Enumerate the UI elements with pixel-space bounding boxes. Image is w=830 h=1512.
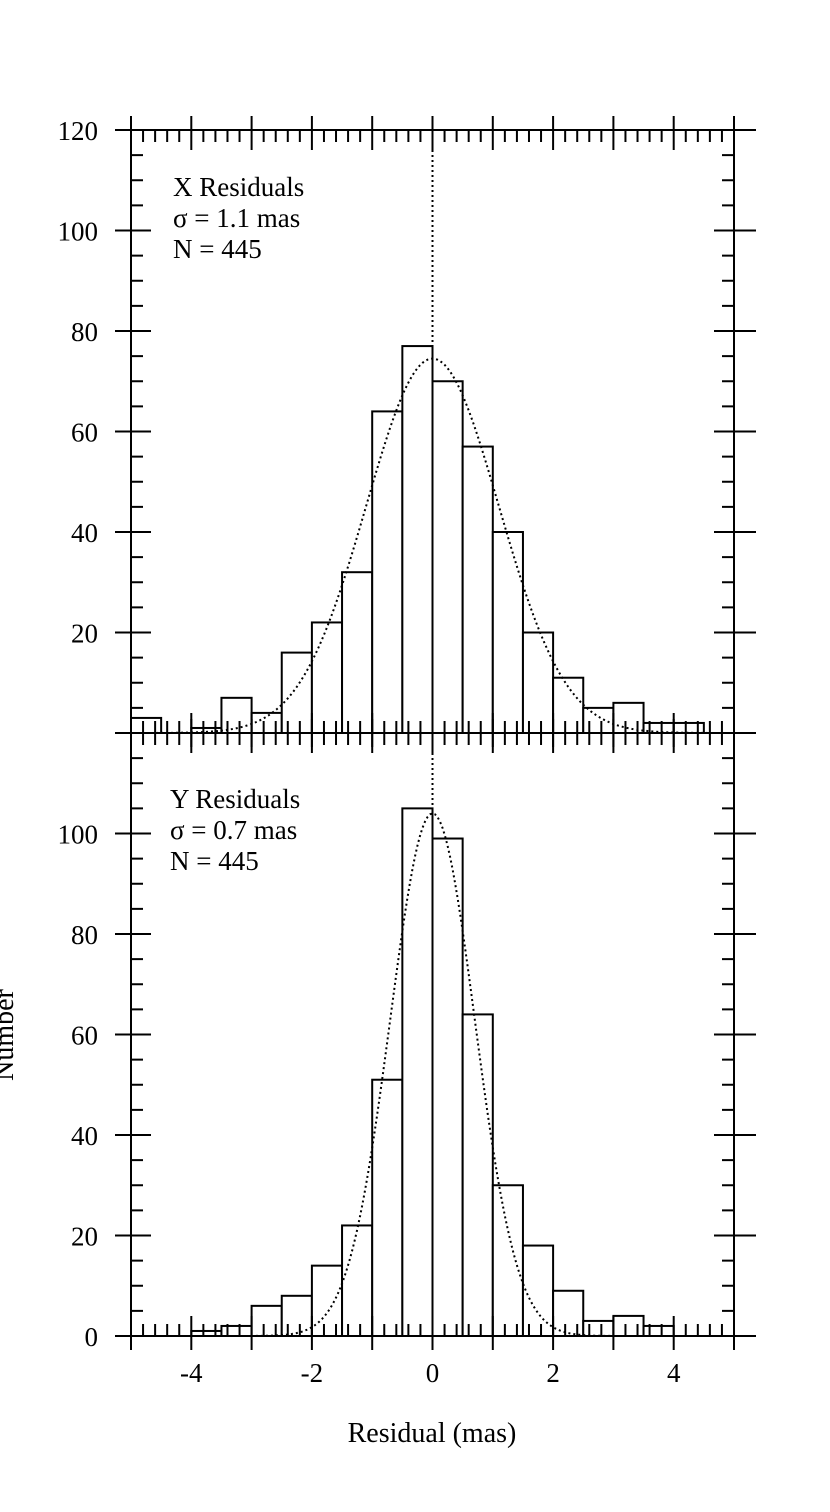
histogram-bar	[612, 1314, 645, 1338]
histogram-bar	[341, 571, 374, 735]
y-tick-label: 40	[71, 518, 98, 548]
y-tick-label: 80	[71, 317, 98, 347]
histogram-bar	[582, 1319, 615, 1338]
panel-annotation-line: N = 445	[170, 846, 259, 876]
x-tick-label: -2	[301, 1358, 324, 1388]
histogram-bar	[431, 380, 464, 734]
y-tick-label: 60	[71, 418, 98, 448]
histogram-bar	[250, 1304, 283, 1337]
y-tick-label: 60	[71, 1021, 98, 1051]
histogram-bar	[461, 1013, 494, 1338]
histogram-bar	[130, 716, 163, 734]
histogram-bar	[491, 531, 524, 734]
histogram-bar	[672, 721, 705, 735]
histogram-bar	[521, 631, 555, 734]
y-tick-label: 100	[58, 217, 99, 247]
y-axis-title: Number	[0, 988, 20, 1080]
panel-annotation-line: N = 445	[173, 234, 262, 264]
histogram-bar	[401, 807, 434, 1337]
histogram-bar	[371, 410, 404, 734]
y-tick-label: 0	[85, 1322, 99, 1352]
histogram-bar	[521, 1244, 555, 1338]
histogram-bar	[552, 1289, 585, 1338]
x-tick-label: 2	[546, 1358, 560, 1388]
panel-annotation-line: σ = 1.1 mas	[173, 203, 300, 233]
x-tick-label: 0	[426, 1358, 440, 1388]
y-tick-label: 20	[71, 1222, 98, 1252]
histogram-bar	[431, 837, 464, 1338]
panel-annotation-line: X Residuals	[173, 172, 304, 202]
histogram-bar	[461, 445, 494, 734]
panel-annotation-line: σ = 0.7 mas	[170, 815, 297, 845]
x-axis-title: Residual (mas)	[348, 1418, 517, 1449]
y-tick-label: 40	[71, 1121, 98, 1151]
histogram-bar	[310, 621, 344, 735]
y-tick-label: 80	[71, 920, 98, 950]
panel-annotation-line: Y Residuals	[170, 784, 300, 814]
histogram-bar	[220, 1324, 253, 1337]
histogram-bar	[582, 706, 615, 734]
histogram-bar	[371, 1078, 404, 1337]
histogram-bar	[612, 701, 645, 734]
histogram-bar	[401, 345, 434, 734]
histogram-bar	[310, 1264, 344, 1338]
y-tick-label: 100	[58, 820, 99, 850]
gaussian-fit-curve	[131, 357, 734, 734]
y-tick-label: 120	[58, 116, 99, 146]
x-tick-label: -4	[180, 1358, 203, 1388]
x-tick-label: 4	[667, 1358, 681, 1388]
histogram-bar	[642, 1324, 675, 1337]
histogram-bar	[280, 651, 313, 734]
histogram-bar	[491, 1184, 524, 1337]
histogram-bar	[341, 1224, 374, 1337]
y-tick-label: 20	[71, 619, 98, 649]
